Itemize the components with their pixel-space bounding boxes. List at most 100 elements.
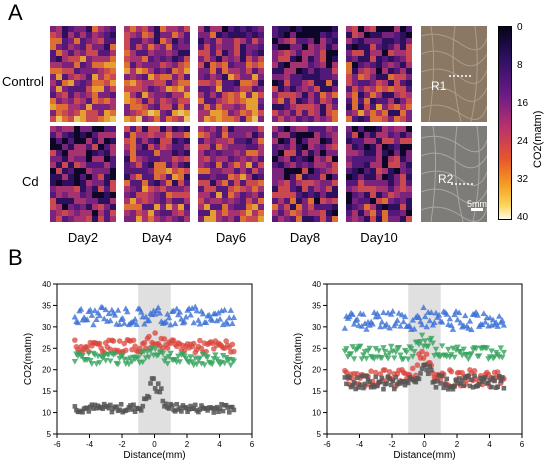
data-point (386, 324, 393, 331)
data-point (418, 332, 426, 339)
data-point (372, 346, 379, 352)
data-point (216, 315, 224, 322)
data-point (442, 382, 448, 387)
data-point (101, 353, 108, 360)
data-point (190, 340, 197, 347)
data-point (209, 317, 216, 323)
data-point (199, 310, 207, 317)
data-point (395, 345, 403, 351)
data-point (105, 310, 113, 317)
data-point (448, 352, 455, 358)
scatter-chart-r2: -6 -4 -2 0 2 4 6 5 10 15 20 25 30 35 40 Distance(mm) CO2… (293, 280, 525, 461)
data-point (402, 382, 408, 388)
data-point (116, 338, 123, 344)
data-point (350, 383, 355, 388)
data-point (438, 318, 446, 325)
data-point (226, 314, 233, 321)
data-point (229, 341, 236, 348)
data-point (425, 371, 431, 377)
data-point (468, 351, 475, 358)
data-point (499, 354, 506, 361)
day-label: Day8 (289, 230, 321, 245)
data-point (71, 359, 79, 365)
data-point (388, 382, 394, 388)
data-point (459, 378, 465, 383)
data-point (422, 362, 428, 368)
data-point (111, 351, 119, 357)
data-point (479, 321, 486, 328)
data-point (414, 362, 421, 368)
data-point (436, 372, 442, 378)
x-tick-label: -4 (356, 440, 364, 449)
y-tick-label: 5 (317, 430, 322, 439)
data-point (486, 380, 491, 386)
scale-bar-label: 5mm (467, 199, 487, 209)
data-point (162, 355, 170, 362)
data-point (231, 348, 237, 355)
data-point (371, 384, 377, 390)
data-point (482, 318, 489, 325)
data-point (343, 346, 350, 352)
data-point (186, 406, 192, 412)
data-point (368, 368, 374, 375)
data-point (467, 383, 473, 389)
data-point (159, 350, 167, 357)
data-point (217, 406, 223, 412)
data-point (192, 402, 198, 408)
data-point (138, 308, 145, 315)
data-point (418, 321, 426, 328)
data-point (417, 339, 424, 345)
data-point (226, 410, 232, 415)
data-point (500, 375, 505, 380)
data-point (381, 386, 386, 392)
data-point (129, 407, 135, 412)
data-point (474, 311, 481, 318)
data-point (88, 312, 96, 318)
data-point (470, 384, 476, 390)
data-point (231, 407, 237, 413)
panel-b-letter: B (8, 245, 23, 270)
data-point (418, 371, 423, 376)
row-label-cd: Cd (22, 174, 39, 189)
data-point (487, 377, 493, 383)
data-point (182, 313, 190, 320)
data-point (359, 373, 365, 379)
data-point (172, 320, 179, 327)
data-point (230, 314, 238, 320)
data-point (401, 313, 409, 320)
data-point (107, 358, 114, 365)
data-point (465, 356, 472, 363)
data-point (160, 398, 166, 404)
data-point (421, 338, 429, 345)
data-point (489, 316, 497, 323)
series-square (72, 376, 237, 415)
data-point (387, 376, 392, 382)
data-point (428, 309, 435, 316)
data-point (446, 386, 451, 392)
data-point (347, 351, 355, 358)
data-point (87, 306, 94, 313)
data-point (96, 360, 103, 366)
colorbar-tick-label: 0 (517, 22, 523, 33)
data-point (460, 346, 467, 353)
data-point (96, 340, 103, 347)
data-point (373, 374, 379, 380)
x-tick-label: -4 (86, 440, 94, 449)
y-tick-label: 25 (312, 344, 321, 353)
data-point (151, 346, 159, 353)
colorbar-tick-label: 8 (517, 60, 523, 71)
series-square (342, 362, 507, 392)
data-point (221, 306, 228, 313)
co2-tile (198, 126, 264, 222)
data-point (212, 352, 219, 359)
data-point (86, 409, 92, 414)
data-point (384, 381, 389, 386)
data-point (202, 319, 210, 325)
data-point (432, 346, 440, 353)
x-tick-label: -6 (53, 440, 61, 449)
data-point (227, 362, 234, 369)
data-point (157, 389, 163, 395)
data-point (451, 311, 458, 318)
data-point (162, 404, 167, 409)
data-point (398, 311, 406, 318)
